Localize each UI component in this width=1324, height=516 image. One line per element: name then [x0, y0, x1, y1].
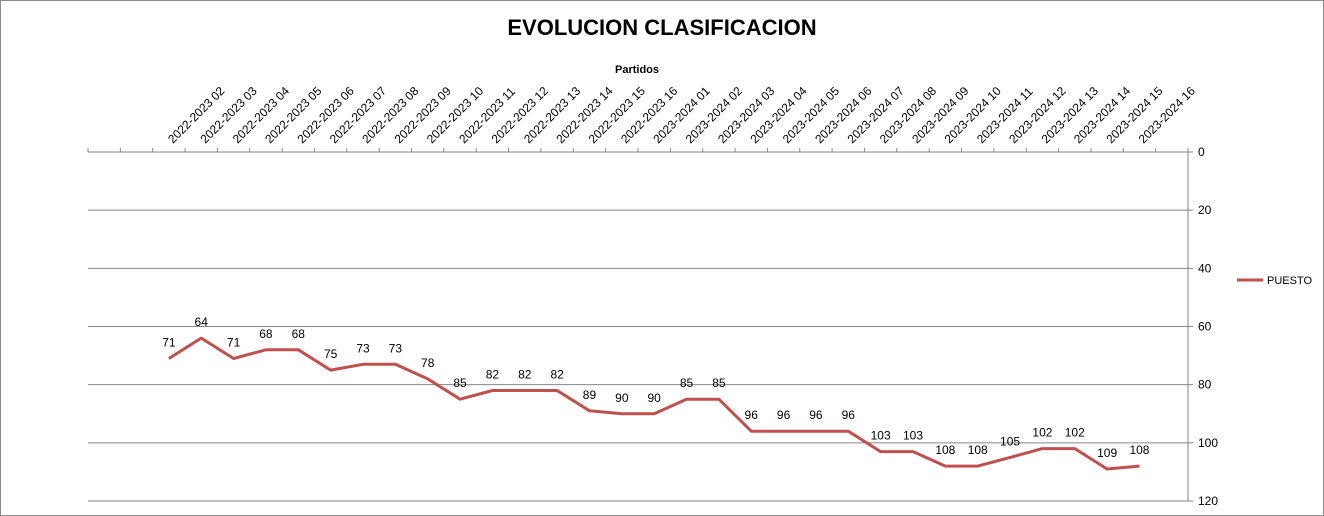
data-label: 102 [1065, 426, 1085, 440]
series-layer [168, 336, 1140, 471]
data-label: 102 [1032, 426, 1052, 440]
data-label: 64 [195, 315, 209, 329]
data-label: 71 [162, 335, 176, 349]
data-label: 78 [421, 356, 435, 370]
data-label: 85 [712, 376, 726, 390]
chart-title: EVOLUCION CLASIFICACION [507, 15, 816, 40]
data-label: 85 [680, 376, 694, 390]
data-label: 96 [809, 408, 823, 422]
x-axis-title: Partidos [615, 64, 659, 76]
data-label: 82 [486, 367, 500, 381]
data-label: 103 [903, 429, 923, 443]
data-label: 108 [968, 443, 988, 457]
data-label: 82 [518, 367, 532, 381]
data-label: 108 [935, 443, 955, 457]
legend: PUESTO [1237, 275, 1312, 287]
data-label: 73 [389, 341, 403, 355]
y-tick-labels: 0 20 40 60 80 100 120 [1198, 145, 1218, 508]
legend-label-puesto: PUESTO [1267, 275, 1312, 287]
y-tick-label: 40 [1198, 261, 1212, 275]
data-label: 89 [583, 388, 597, 402]
data-label: 105 [1000, 434, 1020, 448]
data-labels: 71 64 71 68 68 75 73 73 78 85 82 82 82 89 90 90 85 85 96 96… [162, 315, 1150, 460]
data-label: 82 [550, 367, 564, 381]
y-tick-label: 100 [1198, 436, 1218, 450]
y-tick-label: 120 [1198, 494, 1218, 508]
data-label: 96 [842, 408, 856, 422]
data-label: 108 [1129, 443, 1149, 457]
data-label: 75 [324, 347, 338, 361]
data-label: 103 [871, 429, 891, 443]
y-tick-label: 60 [1198, 320, 1212, 334]
x-tick-label: 2023-2024 16 [1136, 84, 1199, 147]
data-label: 73 [356, 341, 370, 355]
data-label: 96 [777, 408, 791, 422]
data-label: 85 [453, 376, 467, 390]
data-label: 109 [1097, 446, 1117, 460]
data-label: 71 [227, 335, 241, 349]
data-label: 96 [745, 408, 759, 422]
data-label: 68 [259, 327, 273, 341]
y-tick-label: 80 [1198, 378, 1212, 392]
y-tick-label: 0 [1198, 145, 1205, 159]
y-tick-label: 20 [1198, 203, 1212, 217]
series-line-puesto [168, 336, 1140, 471]
data-label: 68 [292, 327, 306, 341]
gridlines [88, 151, 1188, 502]
axes [87, 148, 1193, 502]
data-label: 90 [647, 391, 661, 405]
data-label: 90 [615, 391, 629, 405]
